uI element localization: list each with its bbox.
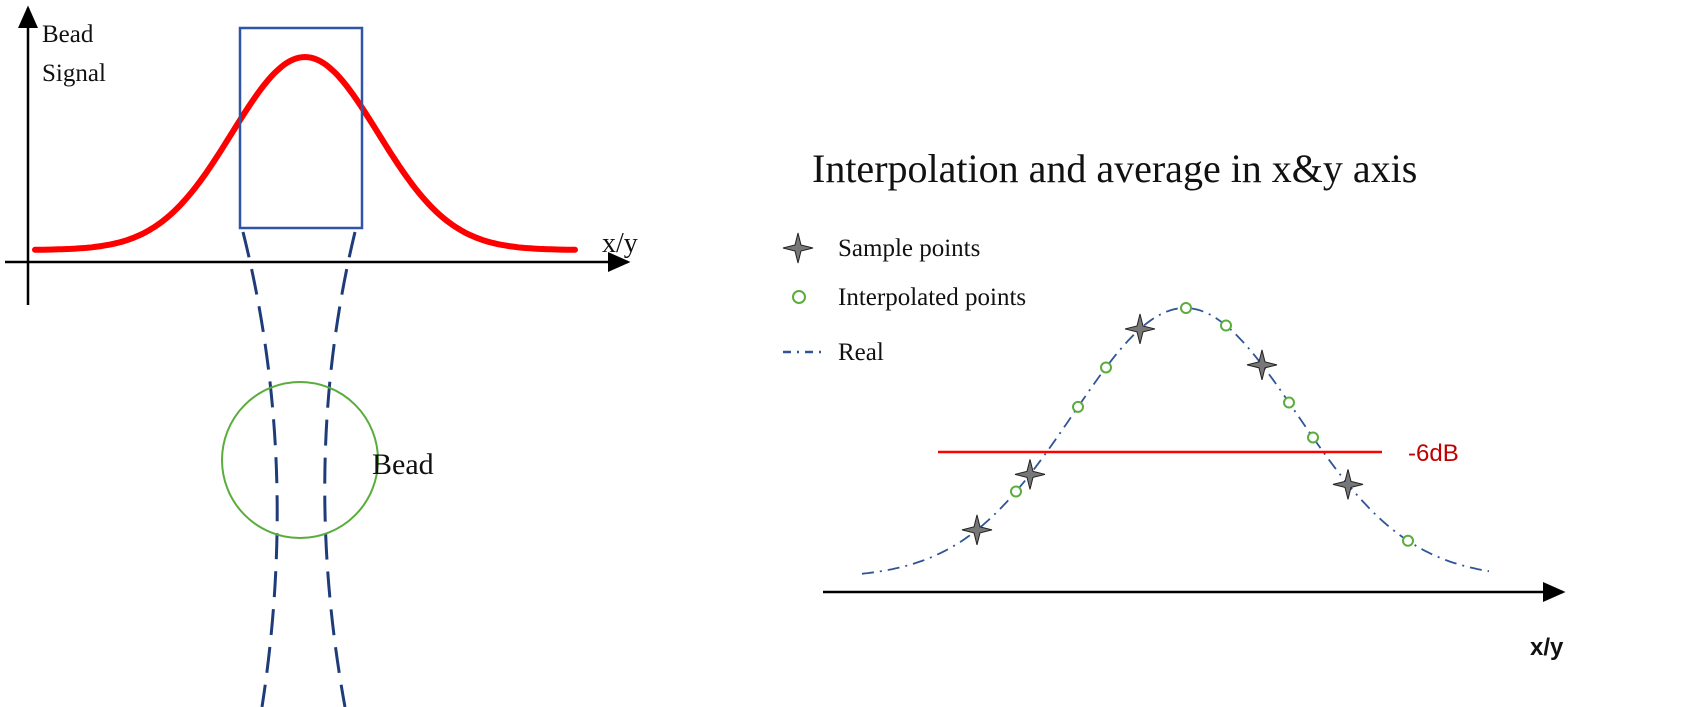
panel-title: Interpolation and average in x&y axis xyxy=(812,146,1417,191)
right-panel: Interpolation and average in x&y axis Sa… xyxy=(782,146,1566,661)
sample-point xyxy=(1014,459,1046,490)
legend-label-sample: Sample points xyxy=(838,235,980,262)
four-point-star-icon xyxy=(782,232,814,264)
x-axis-label: x/y xyxy=(1530,634,1564,661)
beam-right-edge xyxy=(323,231,357,707)
beam-left-edge xyxy=(241,231,279,707)
interpolated-point xyxy=(1180,302,1192,315)
sample-point xyxy=(961,514,993,545)
left-panel: Bead Signal x/y Bead xyxy=(5,5,638,707)
y-axis-label-line1: Bead xyxy=(42,21,94,48)
sample-point xyxy=(1124,313,1156,345)
real-curve xyxy=(861,307,1490,575)
interpolated-point xyxy=(1283,396,1295,409)
interpolated-point xyxy=(1402,534,1414,547)
interpolated-point xyxy=(1100,361,1112,374)
legend: Sample points Interpolated points Real xyxy=(782,232,1026,366)
x-axis-label: x/y xyxy=(602,228,638,259)
interpolated-point xyxy=(1307,431,1319,444)
y-axis-label-line2: Signal xyxy=(42,60,106,87)
bead-signal-curve xyxy=(32,53,578,253)
point-marks xyxy=(961,302,1414,547)
interpolated-point xyxy=(1220,319,1232,332)
interpolated-point xyxy=(1072,400,1084,413)
sample-point xyxy=(1332,469,1364,500)
sample-point xyxy=(1246,349,1278,380)
bead-circle xyxy=(221,381,379,539)
selection-box xyxy=(238,26,364,230)
interpolated-point xyxy=(1010,485,1022,498)
legend-label-interpolated: Interpolated points xyxy=(838,284,1026,311)
open-circle-icon xyxy=(792,290,806,304)
legend-label-real: Real xyxy=(838,339,884,366)
bead-label: Bead xyxy=(372,448,434,481)
threshold-label: -6dB xyxy=(1408,440,1459,467)
